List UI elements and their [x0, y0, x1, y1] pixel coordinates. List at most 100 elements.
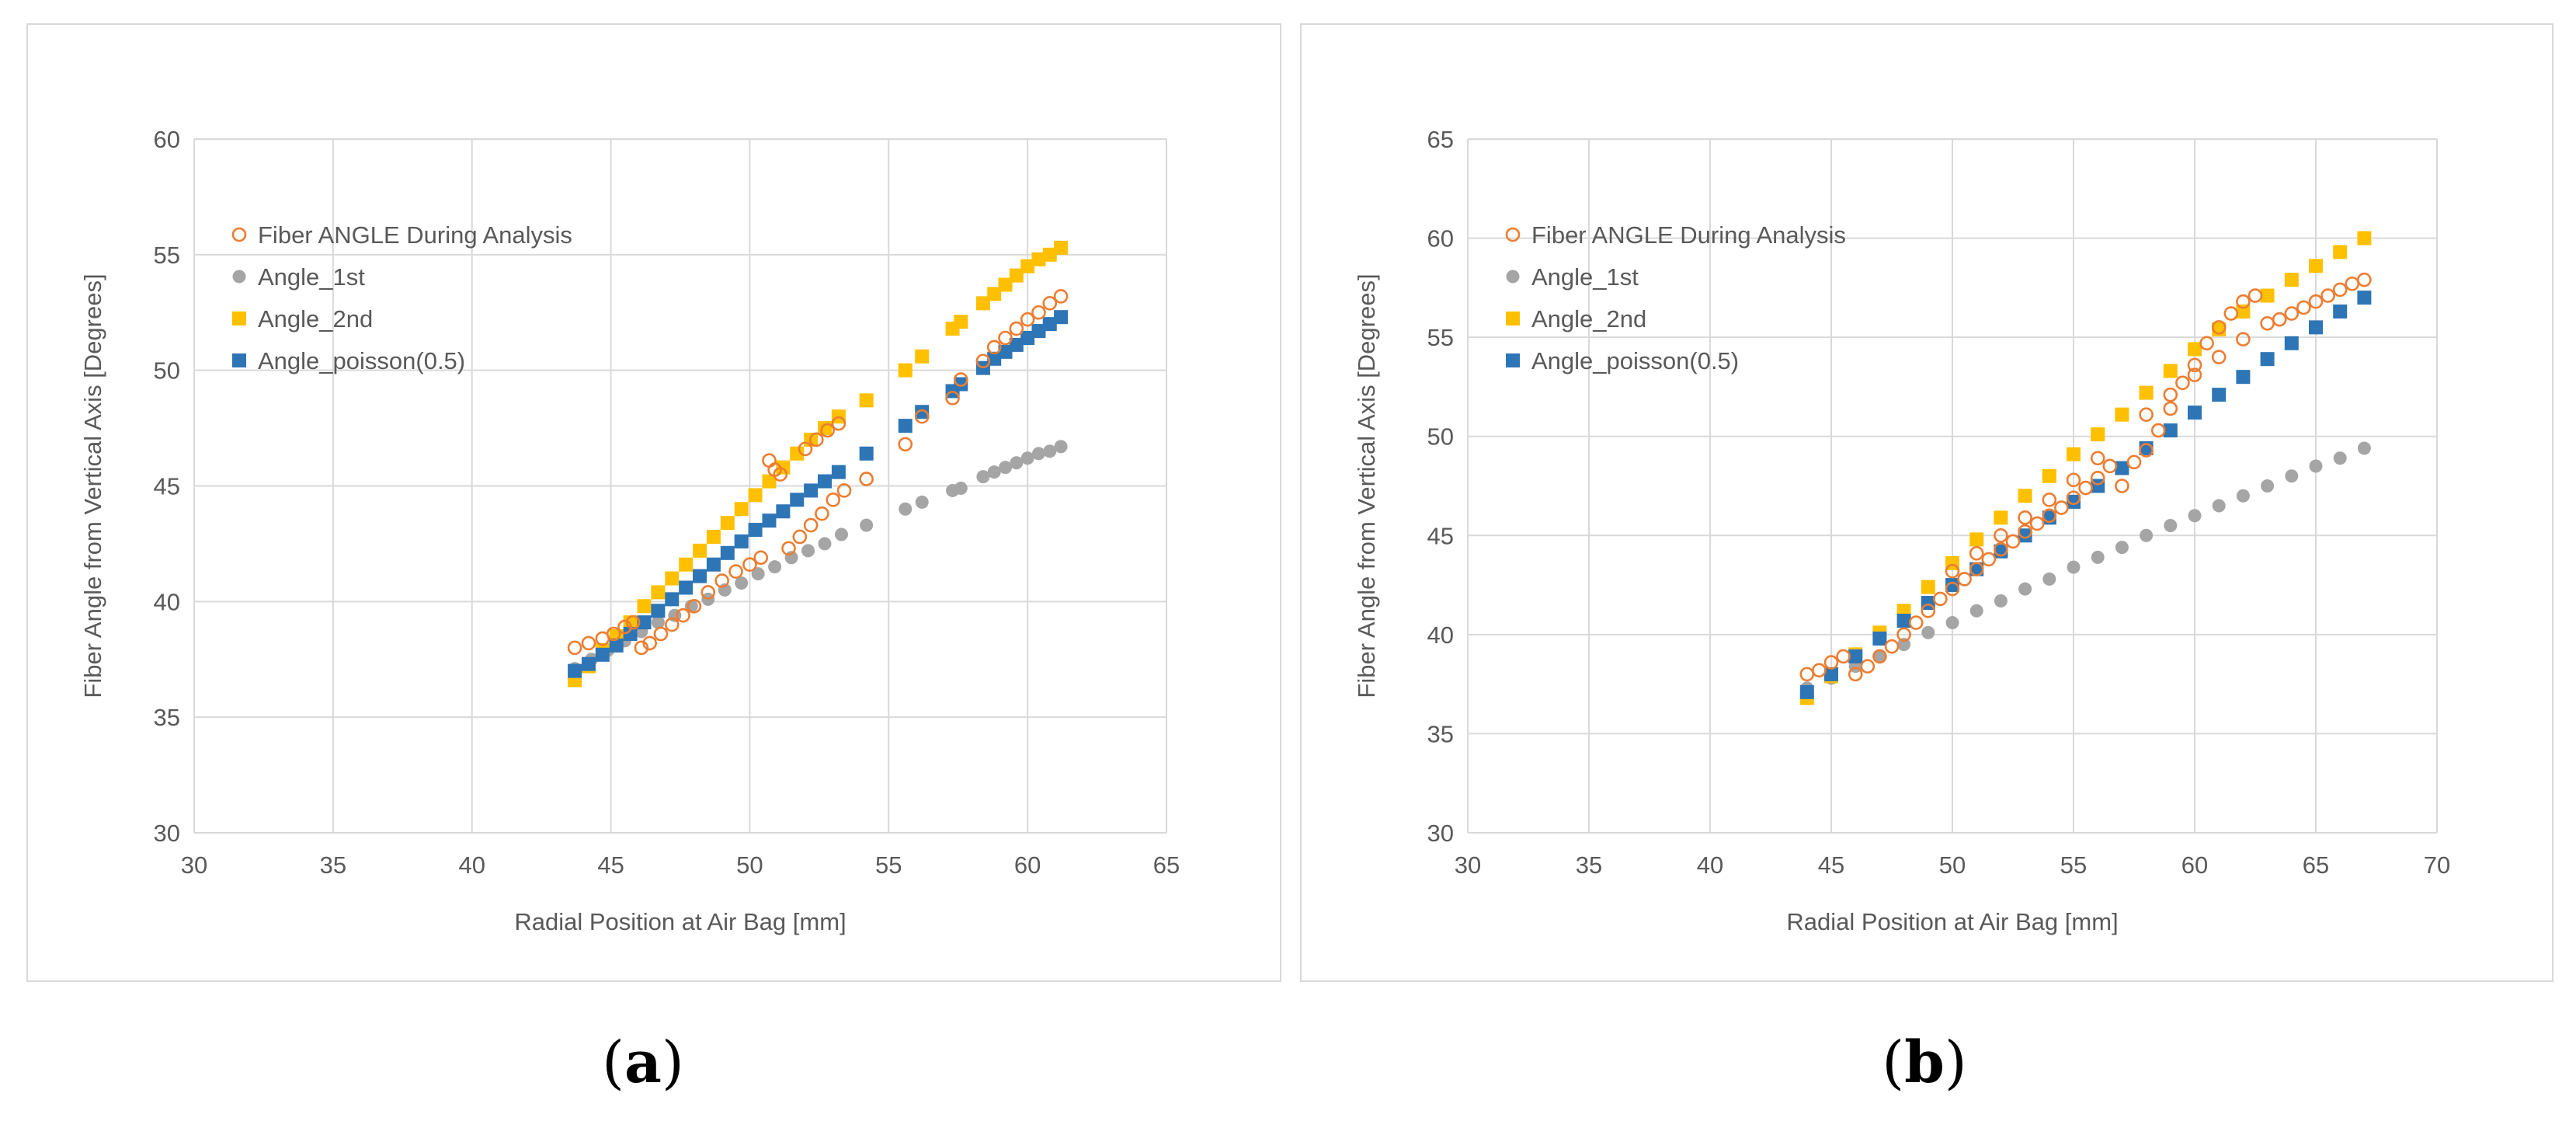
data-point	[1897, 638, 1911, 652]
data-point	[595, 647, 610, 662]
data-point	[818, 421, 833, 436]
y-tick-label: 65	[1427, 126, 1454, 153]
legend-label: Fiber ANGLE During Analysis	[258, 221, 572, 249]
data-point	[987, 287, 1002, 301]
data-point	[2333, 245, 2348, 259]
data-point	[1009, 321, 1024, 336]
data-point	[2188, 406, 2202, 420]
data-point	[2078, 480, 2093, 496]
legend: Fiber ANGLE During Analysis Angle_1st Angl…	[231, 221, 572, 374]
x-axis-title: Radial Position at Air Bag [mm]	[1786, 908, 2118, 935]
data-point	[1969, 562, 1984, 576]
data-point	[2163, 364, 2178, 378]
data-point	[826, 493, 841, 507]
data-point	[2247, 288, 2263, 303]
x-tick-label: 55	[875, 851, 902, 879]
y-tick-label: 45	[154, 473, 180, 500]
data-point	[1921, 625, 1935, 639]
data-point	[568, 663, 582, 678]
data-point	[2332, 282, 2348, 298]
data-point	[1981, 552, 1997, 567]
data-point	[637, 615, 652, 630]
data-point	[1860, 659, 1876, 674]
data-point	[899, 502, 913, 516]
x-tick-label: 65	[2303, 851, 2329, 879]
data-point	[987, 351, 1002, 366]
data-point	[953, 372, 968, 387]
data-point	[801, 544, 815, 558]
data-point	[753, 550, 769, 566]
data-point	[1848, 649, 1863, 663]
data-point	[915, 349, 930, 364]
data-point	[728, 564, 743, 579]
data-point	[2163, 387, 2178, 402]
data-point	[2236, 294, 2251, 309]
data-point	[1042, 296, 1058, 311]
data-point	[1884, 639, 1900, 654]
data-point	[2211, 350, 2227, 364]
data-point	[2140, 528, 2154, 542]
data-point	[2236, 489, 2250, 503]
data-point	[2211, 320, 2227, 335]
x-tick-label: 40	[458, 851, 485, 879]
data-point	[1031, 305, 1046, 320]
data-point	[915, 495, 929, 509]
data-point	[998, 277, 1013, 292]
caption-a: (a)	[602, 1029, 684, 1096]
data-point	[693, 543, 707, 558]
data-point	[945, 391, 960, 406]
data-point	[818, 537, 832, 551]
data-point	[2042, 572, 2056, 586]
data-point	[859, 472, 874, 486]
x-tick-label: 30	[181, 851, 207, 879]
data-point	[2284, 306, 2300, 321]
data-point	[803, 517, 819, 533]
y-tick-label: 30	[154, 820, 180, 847]
chart-panel-a: 30 35 40 45 50 55 60 30 35 40 45 50 55 60 65 Radial Pos…	[26, 23, 1281, 982]
data-point	[2187, 357, 2202, 373]
legend-label: Angle_1st	[1531, 263, 1639, 291]
data-point	[954, 315, 968, 329]
data-point	[581, 635, 596, 651]
y-axis-title: Fiber Angle from Vertical Axis [Degrees]	[1353, 273, 1380, 698]
series-fiber-angle-during-analysis	[567, 289, 1069, 656]
data-point	[2199, 336, 2214, 351]
data-point	[714, 573, 729, 588]
data-point	[798, 441, 813, 457]
data-point	[792, 529, 808, 545]
data-point	[2175, 375, 2190, 391]
scatter-chart-a: 30 35 40 45 50 55 60 30 35 40 45 50 55 60 65 Radial Pos…	[79, 126, 1180, 935]
data-point	[2126, 454, 2142, 470]
data-point	[617, 619, 632, 635]
legend-label: Angle_2nd	[258, 305, 373, 332]
data-point	[808, 432, 824, 447]
data-point	[1824, 667, 1838, 681]
data-point	[2236, 304, 2251, 319]
data-point	[1872, 649, 1887, 664]
scatter-chart-b: 30 35 40 45 50 55 60 65 30 35 40 45 50 55 60 65 70 Radial…	[1353, 126, 2450, 935]
data-point	[2260, 315, 2275, 331]
data-point	[2188, 342, 2202, 357]
data-point	[1896, 627, 1911, 642]
x-tick-label: 60	[2181, 851, 2208, 879]
x-tick-label: 60	[1014, 851, 1041, 879]
series-fiber-angle-during-analysis	[1799, 272, 2372, 682]
data-point	[986, 339, 1002, 355]
y-tick-label: 35	[154, 704, 180, 731]
data-point	[2212, 388, 2227, 402]
data-point	[836, 483, 852, 498]
data-point	[2309, 320, 2323, 335]
data-point	[687, 598, 702, 614]
data-point	[1908, 615, 1924, 630]
data-point	[2150, 423, 2166, 438]
data-point	[1031, 324, 1046, 339]
data-point	[664, 617, 680, 632]
data-point	[954, 377, 968, 392]
y-tick-label: 40	[154, 588, 180, 615]
data-point	[651, 585, 666, 600]
data-point	[665, 571, 680, 586]
data-point	[642, 635, 657, 651]
x-tick-label: 70	[2424, 851, 2450, 879]
data-point	[2320, 288, 2335, 303]
data-point	[637, 599, 652, 614]
